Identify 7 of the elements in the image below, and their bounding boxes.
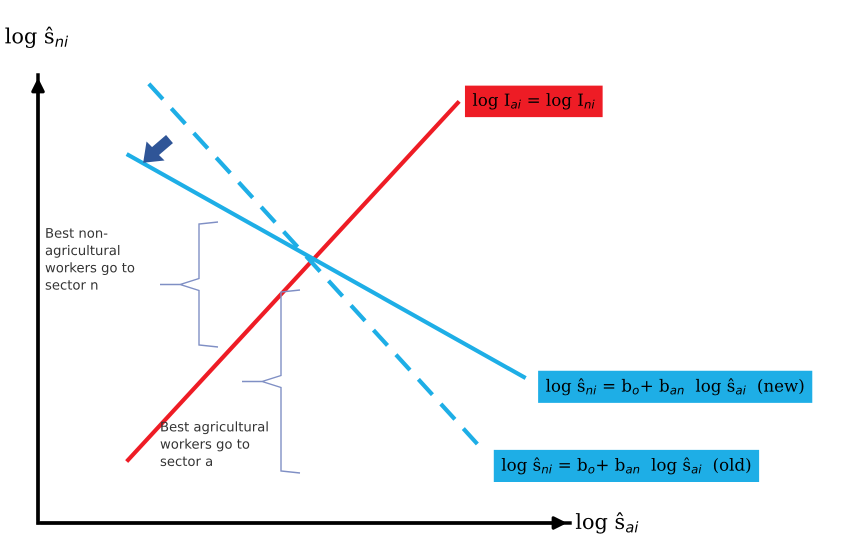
annotation: Best non- agricultural workers go to sector n xyxy=(46,228,134,290)
series-label: log I$_{ai}$ = log I$_{ni}$ xyxy=(472,93,595,110)
x-axis-title: log ŝ$_{ai}$ xyxy=(576,512,638,534)
text: log ŝ$_{ni}$ = b$_{o}$+ b$_{an}$ log ŝ$_{ai}$ (new) xyxy=(546,378,804,396)
y-axis-title: log ŝ$_{ni}$ xyxy=(5,26,68,48)
annotation: Best agricultural workers go to sector a xyxy=(160,421,268,466)
text: log ŝ$_{ni}$ = b$_{o}$+ b$_{an}$ log ŝ$_{ai}$ (old) xyxy=(502,457,750,474)
